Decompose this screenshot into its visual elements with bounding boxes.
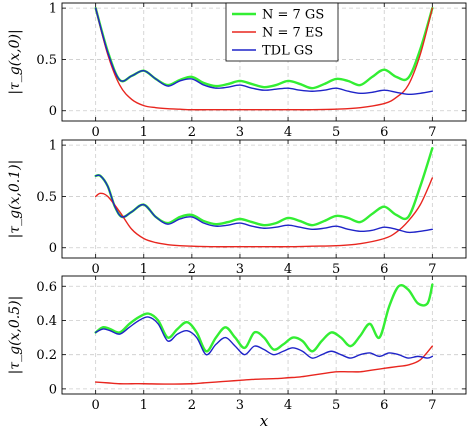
y-tick-label: 0 [49, 104, 57, 119]
y-axis-label: |τ_g(x,0.1)| [7, 160, 23, 239]
x-axis-label: x [260, 412, 269, 429]
x-tick-label: 2 [188, 125, 196, 140]
series-group [94, 6, 434, 111]
series-line-n-7-gs [94, 283, 434, 353]
x-tick-label: 3 [236, 398, 244, 413]
x-tick-label: 6 [380, 125, 388, 140]
axes-frame [61, 275, 467, 395]
x-tick-label: 4 [284, 262, 292, 277]
y-axis-label: |τ_g(x,0)| [7, 29, 23, 94]
x-tick-label: 6 [380, 398, 388, 413]
x-tick-label: 5 [332, 262, 340, 277]
y-tick-label: 0.5 [36, 53, 57, 68]
x-tick-label: 1 [140, 398, 148, 413]
panel-bottom: 0 1 2 3 4 5 6 7 0 0.2 0.4 0.6 |τ_g(x,0.5)|x [7, 275, 467, 429]
y-tick-label: 0 [49, 241, 57, 256]
series-line-tdl-gs [94, 316, 434, 359]
series-line-n-7-es [94, 345, 434, 385]
series-group [94, 283, 434, 385]
x-tick-label: 1 [140, 262, 148, 277]
legend: N = 7 GS N = 7 ES TDL GS [225, 2, 339, 62]
y-tick-label: 0.5 [36, 190, 57, 205]
x-tick-label: 7 [428, 398, 436, 413]
series-group [94, 147, 434, 248]
x-tick-label: 7 [428, 262, 436, 277]
x-tick-label: 0 [92, 125, 100, 140]
x-tick-label: 5 [332, 398, 340, 413]
x-tick-label: 3 [236, 262, 244, 277]
x-tick-label: 0 [92, 262, 100, 277]
y-tick-label: 0.4 [36, 314, 57, 329]
x-tick-label: 5 [332, 125, 340, 140]
y-tick-label: 1 [49, 139, 57, 154]
y-tick-label: 0 [49, 382, 57, 397]
x-tick-label: 4 [284, 398, 292, 413]
series-line-tdl-gs [94, 174, 434, 234]
legend-label: TDL GS [262, 44, 313, 59]
x-tick-label: 1 [140, 125, 148, 140]
axes-frame [61, 139, 467, 259]
x-tick-label: 2 [188, 398, 196, 413]
series-line-n-7-es [94, 177, 434, 248]
x-tick-label: 0 [92, 398, 100, 413]
x-tick-label: 2 [188, 262, 196, 277]
series-line-n-7-es [94, 7, 434, 111]
x-tick-label: 3 [236, 125, 244, 140]
legend-box [225, 2, 339, 62]
series-line-n-7-gs [94, 147, 434, 227]
x-tick-label: 4 [284, 125, 292, 140]
series-line-tdl-gs [94, 7, 434, 96]
y-axis-label: |τ_g(x,0.5)| [7, 296, 23, 375]
y-tick-label: 0.6 [36, 280, 57, 295]
panel-middle: 0 1 2 3 4 5 6 7 0 0.5 1 |τ_g(x,0.1)| [7, 139, 467, 277]
y-tick-label: 1 [49, 2, 57, 17]
legend-label: N = 7 GS [262, 8, 324, 23]
x-tick-label: 7 [428, 125, 436, 140]
legend-label: N = 7 ES [262, 26, 323, 41]
y-tick-label: 0.2 [36, 348, 57, 363]
x-tick-label: 6 [380, 262, 388, 277]
